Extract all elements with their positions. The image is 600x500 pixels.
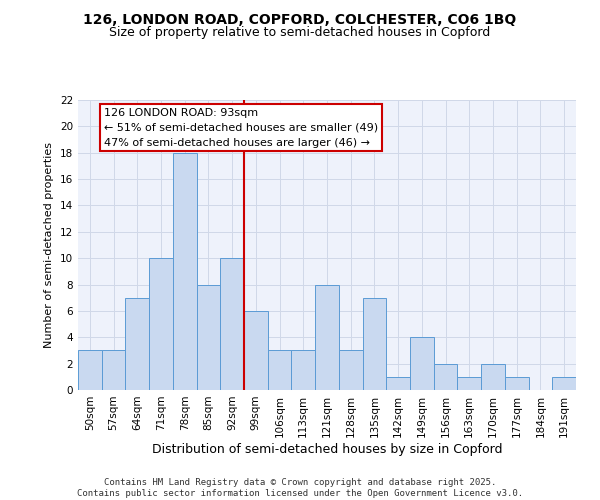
Bar (386, 377, 410, 390)
Text: 126 LONDON ROAD: 93sqm
← 51% of semi-detached houses are smaller (49)
47% of sem: 126 LONDON ROAD: 93sqm ← 51% of semi-det… (104, 108, 378, 148)
Text: Size of property relative to semi-detached houses in Copford: Size of property relative to semi-detach… (109, 26, 491, 39)
Y-axis label: Number of semi-detached properties: Number of semi-detached properties (44, 142, 55, 348)
Bar (505, 377, 529, 390)
Text: Contains HM Land Registry data © Crown copyright and database right 2025.
Contai: Contains HM Land Registry data © Crown c… (77, 478, 523, 498)
Bar (457, 377, 481, 390)
Bar (244, 311, 268, 390)
Bar (78, 350, 102, 390)
Bar (434, 364, 457, 390)
Bar (315, 284, 339, 390)
Bar (197, 284, 220, 390)
Bar (292, 350, 315, 390)
Bar (125, 298, 149, 390)
Bar (173, 152, 197, 390)
Bar (220, 258, 244, 390)
Bar (552, 377, 576, 390)
X-axis label: Distribution of semi-detached houses by size in Copford: Distribution of semi-detached houses by … (152, 442, 502, 456)
Bar (149, 258, 173, 390)
Bar (410, 338, 434, 390)
Bar (481, 364, 505, 390)
Bar (362, 298, 386, 390)
Bar (339, 350, 362, 390)
Bar (102, 350, 125, 390)
Text: 126, LONDON ROAD, COPFORD, COLCHESTER, CO6 1BQ: 126, LONDON ROAD, COPFORD, COLCHESTER, C… (83, 12, 517, 26)
Bar (268, 350, 292, 390)
